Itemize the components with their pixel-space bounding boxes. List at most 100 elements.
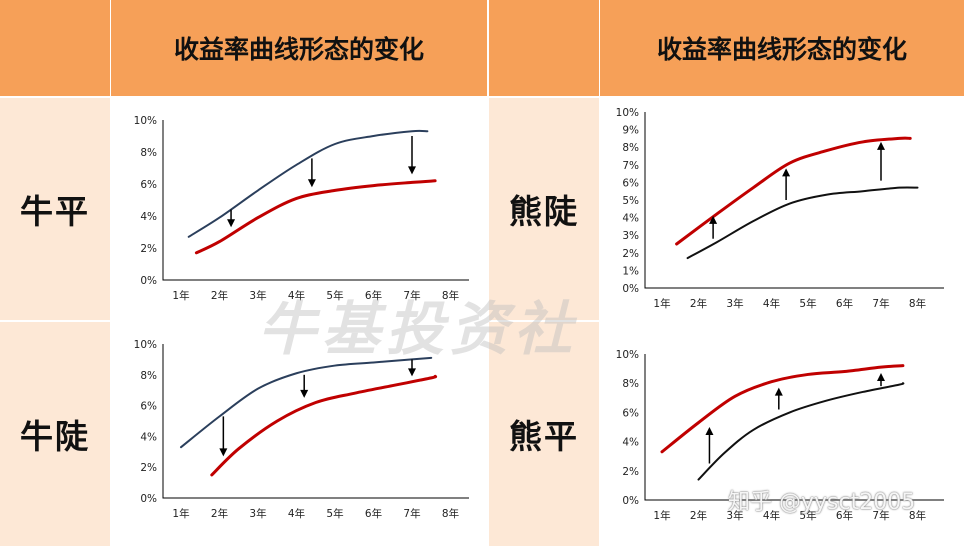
y-tick-label: 0%	[622, 283, 639, 295]
y-tick-label: 0%	[140, 493, 157, 505]
y-tick-label: 6%	[140, 401, 157, 413]
x-tick-label: 2年	[690, 509, 707, 522]
x-tick-label: 5年	[799, 297, 816, 310]
x-tick-label: 7年	[872, 509, 889, 522]
x-tick-label: 1年	[172, 289, 189, 302]
x-tick-label: 4年	[288, 507, 305, 520]
x-tick-label: 7年	[403, 507, 420, 520]
x-tick-label: 2年	[211, 289, 228, 302]
series-line-after	[675, 136, 912, 246]
x-tick-label: 3年	[726, 509, 743, 522]
x-tick-label: 2年	[690, 297, 707, 310]
y-tick-label: 2%	[622, 248, 639, 260]
series-line-after	[194, 179, 437, 255]
x-tick-label: 1年	[653, 297, 670, 310]
arrow-head-icon	[782, 168, 791, 177]
axis-lines	[162, 120, 469, 281]
x-tick-label: 6年	[365, 507, 382, 520]
chart-bull-flattening: 0% 2% 4% 6% 8% 10% 1年 2年 3年 4年 5年 6年 7年 8年	[134, 115, 469, 302]
x-tick-label: 8年	[909, 509, 926, 522]
axis-lines	[162, 344, 469, 499]
x-tick-label: 7年	[872, 297, 889, 310]
arrow-head-icon	[709, 215, 718, 224]
y-tick-label: 7%	[622, 160, 639, 172]
x-tick-label: 4年	[763, 509, 780, 522]
y-tick-label: 6%	[140, 179, 157, 191]
watermark-credit: 知乎 @yysct2005	[728, 490, 916, 515]
y-tick-label: 10%	[616, 349, 639, 361]
y-tick-label: 10%	[616, 107, 639, 119]
x-tick-label: 3年	[726, 297, 743, 310]
arrow-head-icon	[877, 372, 885, 381]
chart-cell-bear-flattening: 0% 2% 4% 6% 8% 10% 1年 2年 3年 4年 5年 6年 7年 8年	[600, 322, 964, 546]
axis-lines	[644, 354, 944, 501]
chart-bear-flattening: 0% 2% 4% 6% 8% 10% 1年 2年 3年 4年 5年 6年 7年 8年	[616, 349, 944, 522]
chart-cell-bear-steepening: 0% 1% 2% 3% 4% 5% 6% 7% 8% 9% 10% 1年 2年 3年 4年 5年 6年 7年 8年	[600, 98, 964, 320]
y-tick-label: 10%	[134, 339, 157, 351]
header-title-right: 收益率曲线形态的变化	[600, 0, 964, 96]
y-tick-label: 6%	[622, 407, 639, 419]
y-tick-label: 2%	[140, 243, 157, 255]
arrow-head-icon	[877, 141, 885, 150]
row-label-bull-flattening: 牛平	[20, 192, 90, 231]
chart-cell-bull-flattening: 0% 2% 4% 6% 8% 10% 1年 2年 3年 4年 5年 6年 7年 8年	[111, 98, 487, 320]
arrow-head-icon	[408, 368, 416, 377]
row-label-cell-r1-right: 熊陡	[489, 98, 599, 320]
y-tick-label: 2%	[140, 462, 157, 474]
header-title-left-text: 收益率曲线形态的变化	[173, 35, 424, 64]
series-line-before	[187, 129, 429, 238]
x-tick-label: 1年	[172, 507, 189, 520]
y-tick-label: 8%	[140, 147, 157, 159]
header-title-left: 收益率曲线形态的变化	[111, 0, 487, 96]
x-tick-label: 4年	[288, 289, 305, 302]
y-tick-label: 4%	[140, 211, 157, 223]
y-tick-label: 8%	[140, 370, 157, 382]
series-line-after	[660, 364, 905, 454]
chart-bear-steepening: 0% 1% 2% 3% 4% 5% 6% 7% 8% 9% 10% 1年 2年 3年 4年 5年 6年 7年 8年	[616, 107, 944, 310]
x-tick-label: 3年	[249, 289, 266, 302]
header-title-right-text: 收益率曲线形态的变化	[656, 35, 907, 64]
row-label-bull-steepening: 牛陡	[20, 417, 90, 456]
x-tick-label: 6年	[365, 289, 382, 302]
x-tick-label: 8年	[442, 289, 459, 302]
x-tick-label: 3年	[249, 507, 266, 520]
y-tick-label: 8%	[622, 142, 639, 154]
row-label-cell-r2-right: 熊平	[489, 322, 599, 546]
y-tick-label: 8%	[622, 378, 639, 390]
series-line-before	[686, 186, 919, 260]
axis-lines	[644, 112, 944, 289]
arrow-head-icon	[705, 427, 714, 435]
arrow-head-icon	[300, 389, 309, 398]
y-tick-label: 5%	[622, 195, 639, 207]
y-tick-label: 10%	[134, 115, 157, 127]
y-tick-label: 0%	[140, 275, 157, 287]
y-tick-label: 2%	[622, 466, 639, 478]
x-tick-label: 8年	[909, 297, 926, 310]
row-label-cell-r1-left: 牛平	[0, 98, 110, 320]
x-tick-label: 8年	[442, 507, 459, 520]
x-tick-label: 5年	[326, 507, 343, 520]
y-tick-label: 6%	[622, 177, 639, 189]
y-tick-label: 4%	[140, 431, 157, 443]
series-line-before	[697, 382, 905, 481]
x-tick-label: 2年	[211, 507, 228, 520]
y-tick-label: 3%	[622, 230, 639, 242]
x-tick-label: 5年	[326, 289, 343, 302]
arrow-head-icon	[774, 387, 783, 396]
x-tick-label: 6年	[836, 509, 853, 522]
x-tick-label: 7年	[403, 289, 420, 302]
y-tick-label: 4%	[622, 437, 639, 449]
arrow-head-icon	[227, 219, 236, 228]
chart-cell-bull-steepening: 0% 2% 4% 6% 8% 10% 1年 2年 3年 4年 5年 6年 7年 8年	[111, 322, 487, 546]
series-line-after	[210, 374, 438, 477]
chart-bull-steepening: 0% 2% 4% 6% 8% 10% 1年 2年 3年 4年 5年 6年 7年 8年	[134, 339, 469, 520]
header-corner-right	[489, 0, 599, 96]
x-tick-label: 5年	[799, 509, 816, 522]
row-label-bear-flattening: 熊平	[509, 417, 579, 456]
x-tick-label: 1年	[653, 509, 670, 522]
arrow-head-icon	[307, 179, 316, 188]
watermark-text: 牛基投资社	[258, 295, 579, 363]
y-tick-label: 9%	[622, 125, 639, 137]
y-tick-label: 1%	[622, 265, 639, 277]
series-line-before	[180, 356, 433, 449]
